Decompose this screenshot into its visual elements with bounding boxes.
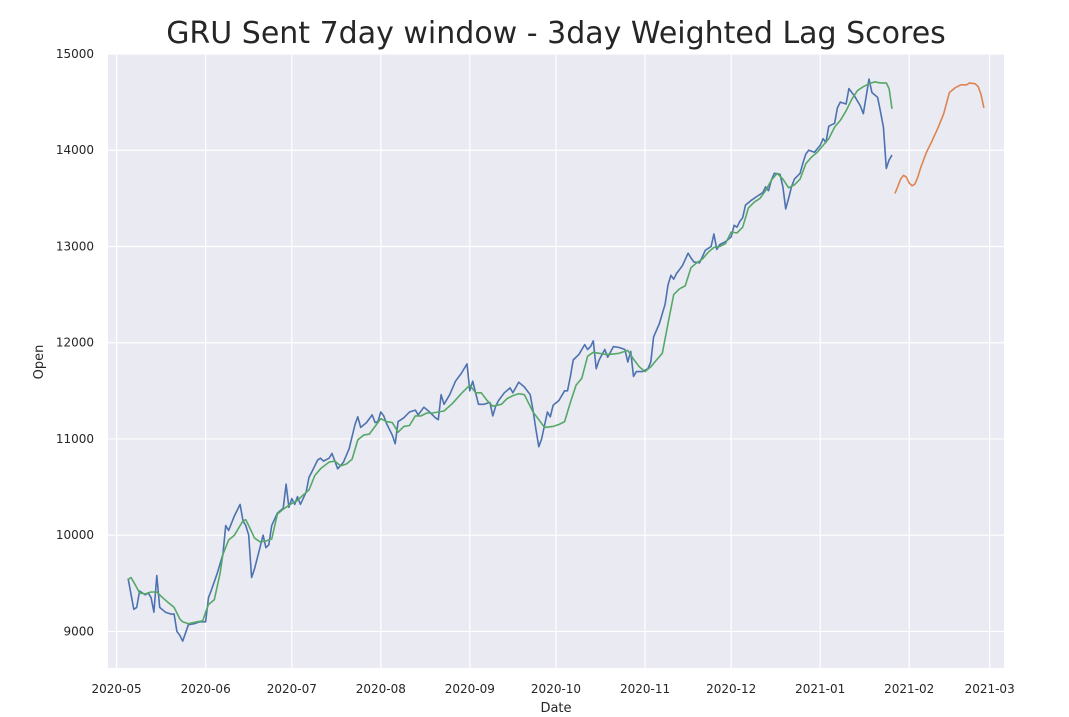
y-tick-label: 14000 — [56, 143, 94, 157]
grid-lines — [108, 53, 1004, 668]
x-tick-label: 2020-12 — [706, 682, 756, 696]
x-tick-label: 2020-06 — [181, 682, 231, 696]
x-tick-label: 2021-02 — [884, 682, 934, 696]
y-tick-label: 13000 — [56, 239, 94, 253]
x-tick-label: 2020-07 — [267, 682, 317, 696]
series-lines — [127, 78, 985, 642]
x-tick-label: 2021-03 — [965, 682, 1015, 696]
y-tick-label: 15000 — [56, 47, 94, 61]
y-axis-ticks: 9000 10000 11000 12000 13000 14000 15000 — [56, 47, 94, 638]
chart-title: GRU Sent 7day window - 3day Weighted Lag… — [166, 16, 946, 51]
series-line-green — [127, 81, 893, 625]
x-axis-ticks: 2020-05 2020-06 2020-07 2020-08 2020-09 2020-… — [92, 682, 1015, 696]
y-tick-label: 12000 — [56, 336, 94, 350]
x-axis-label: Date — [540, 701, 571, 716]
y-tick-label: 10000 — [56, 528, 94, 542]
y-axis-label: Open — [32, 345, 47, 380]
series-line-orange — [894, 82, 985, 194]
x-tick-label: 2020-08 — [356, 682, 406, 696]
y-tick-label: 9000 — [63, 624, 94, 638]
x-tick-label: 2020-11 — [620, 682, 670, 696]
x-tick-label: 2021-01 — [795, 682, 845, 696]
x-tick-label: 2020-10 — [531, 682, 581, 696]
y-tick-label: 11000 — [56, 432, 94, 446]
x-tick-label: 2020-05 — [92, 682, 142, 696]
x-tick-label: 2020-09 — [445, 682, 495, 696]
